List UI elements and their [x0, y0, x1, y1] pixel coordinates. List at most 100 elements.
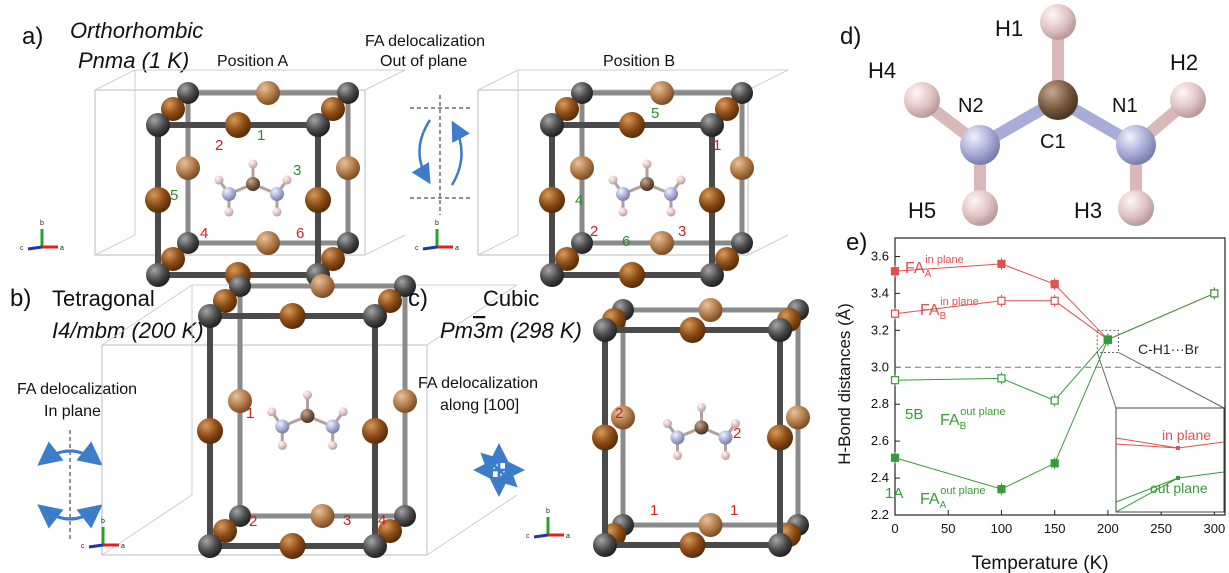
data-point: [890, 453, 900, 462]
zoom-line: [1096, 352, 1117, 409]
br-atom: [321, 247, 345, 271]
fa-nitrogen: [275, 419, 290, 434]
br-atom: [679, 532, 706, 558]
br-atom: [256, 231, 280, 255]
pb-atom: [229, 275, 251, 297]
hbond-number: 3: [343, 512, 351, 529]
panel-b-letter: b): [10, 285, 31, 312]
series-label: FAAout plane: [920, 485, 986, 511]
hbond-number: 2: [615, 405, 623, 422]
atom-c1: [1038, 80, 1078, 120]
panel-c-spacegroup: Pm3m (298 K): [440, 318, 582, 343]
pb-atom: [306, 113, 330, 137]
data-point: [890, 376, 900, 385]
deloc-in-plane-line2: In plane: [44, 403, 101, 420]
fa-hydrogen: [608, 175, 618, 185]
fa-hydrogen: [663, 419, 672, 428]
fa-hydrogen: [618, 207, 628, 217]
inset-line: [1115, 477, 1179, 503]
zoom-line: [1118, 352, 1225, 409]
hbond-number: 1: [257, 127, 265, 144]
br-atom: [698, 513, 723, 537]
pb-atom: [363, 304, 387, 328]
hbond-number: 4: [575, 192, 583, 209]
pb-atom: [198, 304, 222, 328]
inset-point: [1176, 446, 1180, 450]
pb-atom: [198, 534, 222, 558]
br-atom: [378, 289, 402, 313]
hbond-numbers-position-b: 5 1 42 6 3: [575, 105, 721, 250]
br-atom: [310, 274, 335, 298]
label-n2: N2: [958, 95, 984, 117]
data-point: [1050, 296, 1059, 305]
hbond-number: 2: [733, 425, 741, 442]
br-atom: [197, 418, 223, 444]
hbond-number: 1: [730, 502, 738, 519]
br-atom: [310, 504, 335, 528]
fa-hydrogen: [731, 419, 740, 428]
br-atom: [679, 317, 706, 343]
br-atom: [228, 389, 252, 413]
axis-b-label: b: [546, 508, 550, 515]
axis-c-arrow: [422, 245, 438, 251]
data-point: [997, 485, 1006, 494]
br-atom: [767, 424, 793, 451]
position-b-label: Position B: [603, 53, 675, 70]
x-tick-label: 300: [1204, 521, 1226, 536]
label-c1: C1: [1040, 131, 1066, 153]
series-label: FABout plane: [940, 406, 1006, 432]
x-tick-label: 150: [1044, 521, 1066, 536]
data-point: [997, 296, 1006, 305]
axis-c-arrow: [27, 245, 43, 251]
series-label-prefix: 1A: [885, 485, 903, 502]
x-tick-label: 100: [991, 521, 1013, 536]
br-atom: [256, 81, 280, 105]
br-atom: [176, 156, 200, 180]
pb-atom: [768, 318, 792, 342]
x-tick-label: 50: [941, 521, 955, 536]
panel-c-letter: c): [408, 285, 428, 312]
label-h1: H1: [995, 16, 1023, 41]
axis-a-label: a: [455, 245, 459, 252]
cell-boundary-edge: [94, 234, 136, 256]
atom-h4: [904, 82, 940, 118]
cell-boundary-edge: [426, 284, 518, 346]
axis-b-label: b: [435, 220, 439, 227]
pb-atom: [571, 232, 593, 254]
data-point: [1050, 396, 1059, 405]
y-tick-label: 2.6: [871, 433, 889, 448]
fa-hydrogen: [673, 451, 682, 460]
crystal-cell-position-b: [477, 69, 789, 288]
pb-atom: [177, 232, 199, 254]
br-atom: [611, 405, 635, 430]
hbond-numbers-tetragonal: 1 2 3 4: [246, 405, 386, 530]
atom-h2: [1170, 82, 1206, 118]
fa-hydrogen: [721, 451, 730, 460]
hbond-number: 1: [246, 405, 254, 422]
fa-nitrogen: [616, 187, 630, 201]
y-axis-label: H-Bond distances (Å): [835, 303, 854, 465]
data-point: [890, 267, 900, 276]
label-h4: H4: [868, 58, 896, 83]
axis-c-label: c: [526, 533, 530, 540]
atom-h5: [962, 190, 998, 226]
br-atom: [145, 187, 171, 213]
br-atom: [305, 187, 331, 213]
hbond-number: 6: [622, 233, 630, 250]
hbond-number: 1: [713, 137, 721, 154]
pb-atom: [146, 113, 170, 137]
data-point: [1050, 459, 1059, 468]
fa-hydrogen: [224, 207, 234, 217]
br-atom: [362, 418, 388, 444]
br-atom: [555, 97, 579, 121]
annotation: C-H1···Br: [1138, 341, 1199, 357]
inset-line: [1177, 471, 1225, 479]
fa-molecule: [904, 4, 1206, 226]
fa-hydrogen: [328, 440, 338, 450]
hbond-number: 2: [590, 223, 598, 240]
br-atom: [730, 156, 754, 180]
panel-e-chart: e) Temperature (K) H-Bond distances (Å) …: [835, 229, 1226, 573]
fa-hydrogen: [282, 175, 292, 185]
pb-atom: [768, 533, 792, 557]
